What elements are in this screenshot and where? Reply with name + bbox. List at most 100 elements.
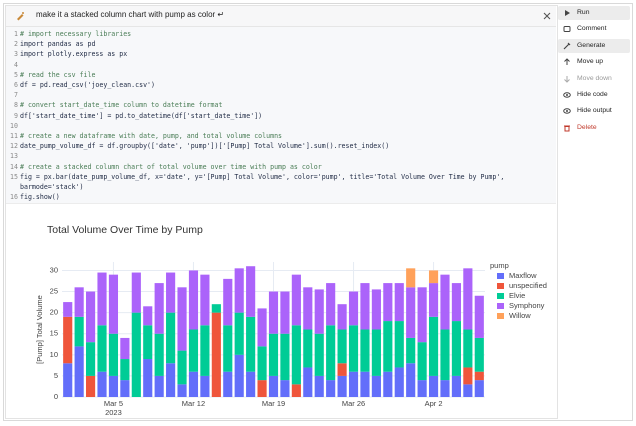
bar-segment — [360, 283, 370, 330]
bar-segment — [474, 380, 484, 397]
close-button[interactable] — [542, 11, 552, 21]
code-line: 7 — [6, 90, 554, 100]
bar-segment — [406, 337, 416, 364]
bar-segment — [303, 367, 313, 397]
bar-segment — [154, 333, 164, 376]
line-number: 6 — [14, 81, 18, 89]
menu-icon — [563, 42, 571, 50]
chart: Total Volume Over Time by Pump [Pump] Tot… — [35, 224, 547, 417]
menu-label[interactable]: Comment — [577, 25, 607, 33]
code-text: # read the csv file — [20, 70, 96, 79]
bar-segment — [234, 354, 244, 397]
menu-label[interactable]: Run — [577, 9, 590, 16]
y-tick-label: 10 — [50, 350, 58, 359]
bar-segment — [280, 380, 290, 397]
menu-icon — [563, 92, 571, 98]
chart-title: Total Volume Over Time by Pump — [47, 224, 203, 236]
code-line: 12 date_pump_volume_df = df.groupby(['dat… — [6, 141, 554, 151]
bar-segment — [200, 375, 210, 397]
code-text: # create a new dataframe with date, pump… — [20, 132, 283, 140]
bar-segment — [440, 380, 450, 397]
legend-swatch — [497, 313, 504, 319]
line-number: 5 — [14, 70, 18, 79]
code-line: 8 # convert start_date_time column to dat… — [6, 100, 554, 110]
menu-item[interactable]: Hide code — [558, 88, 630, 102]
menu-icon — [564, 75, 570, 83]
bar-segment — [451, 283, 461, 322]
menu-label[interactable]: Delete — [577, 123, 597, 131]
bar-segment — [326, 325, 336, 381]
menu-item[interactable]: Move up — [558, 55, 630, 69]
code-text: import pandas as pd — [20, 40, 96, 49]
bar-segment — [383, 321, 393, 372]
prompt-text[interactable]: make it a stacked column chart with pump… — [36, 10, 225, 19]
bar-segment — [223, 278, 233, 326]
menu-item[interactable]: Comment — [558, 22, 630, 36]
x-tick-year: 2023 — [105, 408, 122, 417]
bar-segment — [383, 371, 393, 397]
bar-segment — [74, 346, 84, 397]
bar-segment — [303, 287, 313, 330]
menu-icon — [563, 26, 571, 33]
line-number: 12 — [10, 142, 18, 151]
bar-segment — [97, 272, 107, 326]
menu-label[interactable]: Hide code — [577, 91, 608, 98]
bar-segment — [463, 329, 473, 368]
menu-item[interactable]: Hide output — [558, 104, 630, 118]
bar-segment — [234, 268, 244, 313]
bar-segment — [246, 371, 256, 397]
bar-segment — [166, 363, 176, 397]
bar-segment — [257, 308, 267, 347]
bar-segment — [97, 325, 107, 372]
cell-menu: Run Comment Generate Move up Move down Hide c… — [558, 5, 632, 145]
menu-item[interactable]: Generate — [558, 38, 630, 53]
menu-item[interactable]: Delete — [558, 121, 630, 135]
menu-item[interactable]: Run — [558, 6, 630, 20]
code-line: 3 import plotly.express as px — [6, 49, 554, 59]
menu-label[interactable]: Move down — [577, 74, 612, 82]
menu-label[interactable]: Move up — [577, 58, 604, 66]
menu-icon — [565, 10, 570, 16]
legend-label: Willow — [509, 311, 531, 320]
menu-icon — [564, 125, 570, 132]
code-editor[interactable]: 1 # import necessary libraries 2 import pan… — [6, 27, 556, 204]
line-number: 15 — [10, 172, 18, 181]
code-line: 6 df = pd.read_csv('joey_clean.csv') — [6, 80, 554, 90]
x-tick-label: Mar 12 — [182, 399, 205, 408]
legend-swatch — [497, 293, 504, 299]
bar-segment — [406, 287, 416, 338]
bar-segment — [257, 380, 267, 397]
bar-segment — [108, 333, 119, 376]
code-text: # convert start_date_time column to date… — [20, 101, 223, 110]
bar-segment — [108, 375, 119, 397]
prompt-bar[interactable]: make it a stacked column chart with pump… — [6, 6, 556, 27]
legend-label: unspecified — [509, 281, 547, 290]
bar-segment — [314, 375, 324, 397]
bar-segment — [428, 283, 439, 317]
bar-segment — [428, 270, 439, 284]
bar-segment — [406, 268, 416, 288]
y-tick-label: 0 — [54, 392, 58, 401]
x-tick-label: Apr 2 — [425, 399, 443, 408]
bar-segment — [440, 274, 450, 330]
menu-label[interactable]: Generate — [577, 41, 606, 49]
code-line: 14 # create a stacked column chart of tot… — [6, 162, 554, 172]
code-text: barmode='stack') — [20, 183, 84, 191]
bar-segment — [348, 291, 359, 326]
code-text: df['start_date_time'] = pd.to_datetime(d… — [20, 111, 263, 120]
bar-segment — [188, 329, 199, 372]
bar-segment — [428, 375, 439, 397]
x-tick-label: Mar 19 — [262, 399, 285, 408]
y-tick-label: 5 — [54, 371, 58, 380]
bar-segment — [268, 375, 279, 397]
bar-segment — [291, 274, 301, 326]
bar-segment — [371, 329, 381, 376]
line-number: 11 — [10, 132, 18, 140]
menu-item[interactable]: Move down — [558, 72, 630, 86]
menu-label[interactable]: Hide output — [577, 107, 612, 115]
bar-segment — [188, 270, 199, 330]
bar-segment — [474, 371, 484, 381]
bar-segment — [326, 283, 336, 326]
bar-segment — [337, 363, 347, 376]
code-line: barmode='stack') — [6, 182, 554, 192]
